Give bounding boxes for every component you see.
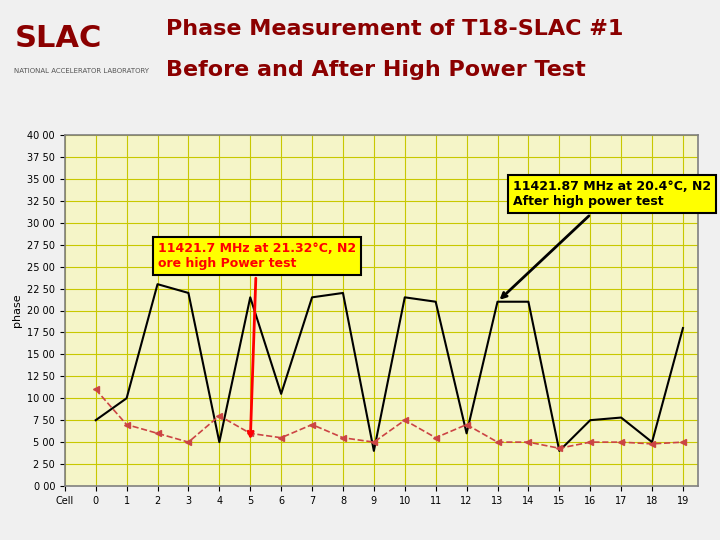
Y-axis label: phase: phase — [12, 294, 22, 327]
Text: Before and After High Power Test: Before and After High Power Test — [166, 60, 585, 80]
Text: 11421.87 MHz at 20.4°C, N2
After high power test: 11421.87 MHz at 20.4°C, N2 After high po… — [502, 180, 711, 298]
Text: SLAC: SLAC — [14, 24, 102, 53]
Text: NATIONAL ACCELERATOR LABORATORY: NATIONAL ACCELERATOR LABORATORY — [14, 68, 150, 74]
Text: 11421.7 MHz at 21.32°C, N2
ore high Power test: 11421.7 MHz at 21.32°C, N2 ore high Powe… — [158, 241, 356, 436]
Text: Phase Measurement of T18-SLAC #1: Phase Measurement of T18-SLAC #1 — [166, 19, 623, 39]
